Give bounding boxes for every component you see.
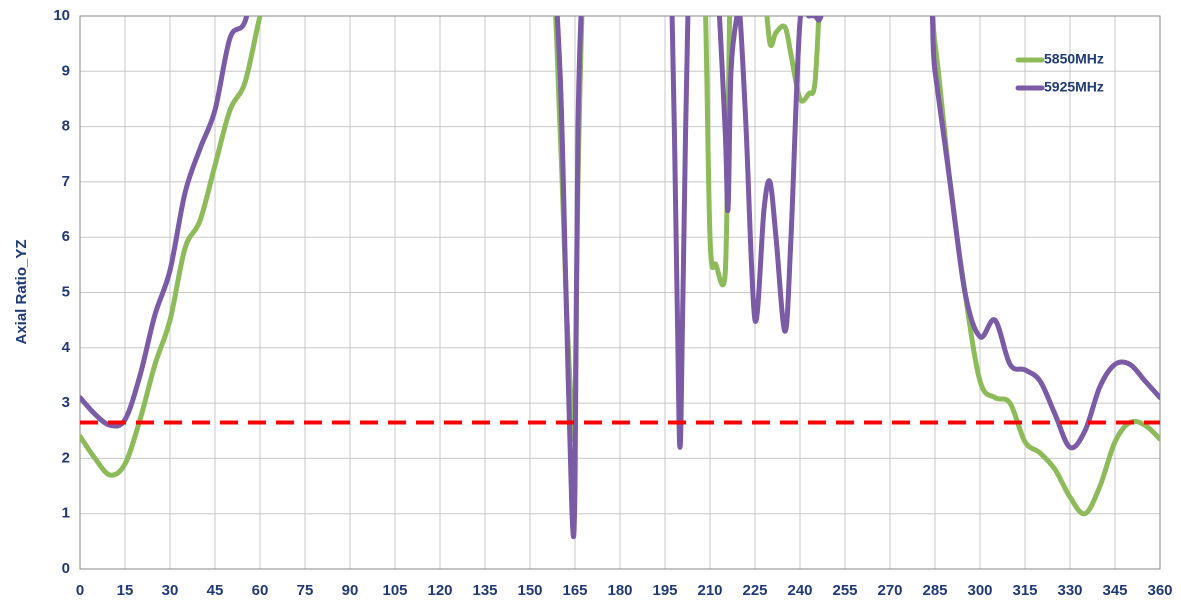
x-tick-label: 75: [297, 582, 314, 599]
x-tick-label: 195: [652, 582, 677, 599]
plot-border: [79, 15, 1161, 570]
y-tick-label: 3: [62, 394, 70, 411]
y-tick-label: 6: [62, 228, 70, 245]
x-tick-label: 0: [76, 582, 84, 599]
y-tick-label: 7: [62, 173, 70, 190]
y-tick-label: 0: [62, 560, 70, 577]
x-tick-label: 135: [472, 582, 497, 599]
x-tick-label: 285: [922, 582, 947, 599]
x-tick-label: 315: [1012, 582, 1037, 599]
line-series: [80, 16, 1160, 517]
y-tick-label: 1: [62, 505, 70, 522]
x-tick-label: 240: [787, 582, 812, 599]
x-tick-label: 330: [1057, 582, 1082, 599]
x-tick-label: 360: [1147, 582, 1172, 599]
x-tick-label: 105: [382, 582, 407, 599]
x-tick-label: 30: [162, 582, 179, 599]
x-tick-label: 60: [252, 582, 269, 599]
x-tick-label: 300: [967, 582, 992, 599]
y-tick-label: 8: [62, 118, 70, 135]
line-series: [80, 16, 1160, 540]
x-tick-label: 225: [742, 582, 767, 599]
x-tick-label: 45: [207, 582, 224, 599]
plot-area: [80, 16, 1160, 540]
y-tick-label: 5: [62, 283, 70, 300]
legend-label: 5850MHz: [1044, 51, 1104, 67]
x-tick-label: 345: [1102, 582, 1127, 599]
legend-label: 5925MHz: [1044, 79, 1104, 95]
x-tick-label: 120: [427, 582, 452, 599]
y-tick-label: 4: [62, 339, 71, 356]
x-tick-label: 255: [832, 582, 857, 599]
x-tick-label: 150: [517, 582, 542, 599]
x-tick-label: 165: [562, 582, 587, 599]
x-tick-label: 180: [607, 582, 632, 599]
y-tick-label: 2: [62, 449, 70, 466]
x-tick-label: 210: [697, 582, 722, 599]
y-tick-label: 10: [53, 7, 70, 24]
x-tick-label: 270: [877, 582, 902, 599]
x-tick-label: 90: [342, 582, 359, 599]
x-tick-label: 15: [117, 582, 134, 599]
y-axis-label: Axial Ratio_YZ: [13, 239, 30, 344]
y-tick-label: 9: [62, 62, 70, 79]
